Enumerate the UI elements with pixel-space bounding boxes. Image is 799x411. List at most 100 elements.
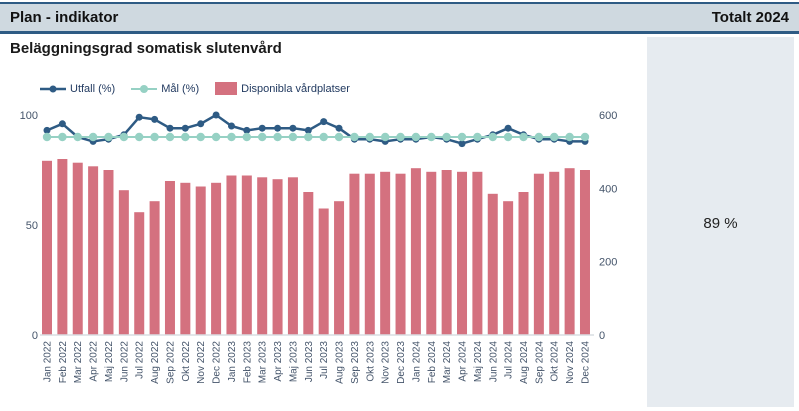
- x-label-Aug 2023: Aug 2023: [335, 341, 346, 384]
- point-Jul 2022: [135, 132, 144, 142]
- point-Jan 2023: [228, 122, 235, 130]
- x-label-Jan 2022: Jan 2022: [43, 341, 54, 383]
- point-Jun 2023: [304, 132, 313, 142]
- bar-Maj 2023: [287, 177, 298, 335]
- utfall-line-icon: [40, 84, 66, 94]
- x-label-Jan 2023: Jan 2023: [227, 341, 238, 383]
- x-label-Jan 2024: Jan 2024: [411, 341, 422, 383]
- bar-Jun 2022: [118, 190, 129, 335]
- bar-Dec 2022: [211, 182, 222, 335]
- bar-Jul 2024: [503, 201, 514, 335]
- bar-Maj 2024: [472, 171, 483, 335]
- point-Nov 2022: [197, 120, 205, 128]
- bar-Sep 2023: [349, 173, 360, 335]
- combo-chart[interactable]: 100 50 0 600 400 200 0 Jan 2022 Feb 2022 Mar 20…: [0, 75, 647, 411]
- x-label-Aug 2024: Aug 2024: [519, 341, 530, 384]
- x-label-Feb 2023: Feb 2023: [242, 341, 253, 384]
- point-Sep 2023: [350, 132, 359, 142]
- bar-Maj 2022: [103, 170, 114, 335]
- point-Dec 2023: [396, 132, 405, 142]
- legend-label-utfall: Utfall (%): [70, 82, 116, 95]
- point-Jul 2024: [504, 124, 512, 132]
- x-label-Jul 2024: Jul 2024: [504, 341, 515, 379]
- bar-Jun 2023: [303, 192, 314, 335]
- bar-Nov 2022: [195, 186, 206, 335]
- bar-Mar 2022: [72, 162, 83, 335]
- point-Jan 2022: [42, 132, 52, 142]
- legend-label-platser: Disponibla vårdplatser: [241, 82, 350, 95]
- header-bar: Plan - indikator Totalt 2024: [0, 4, 799, 34]
- x-label-Jul 2023: Jul 2023: [319, 341, 330, 379]
- bar-Feb 2024: [426, 171, 437, 335]
- point-Nov 2023: [381, 132, 390, 142]
- bar-Jan 2022: [42, 160, 52, 335]
- svg-text:100: 100: [20, 110, 38, 122]
- point-Okt 2024: [550, 132, 559, 142]
- point-Apr 2024: [457, 132, 467, 142]
- bar-swatch-icon: [215, 82, 238, 95]
- x-label-Sep 2023: Sep 2023: [350, 341, 361, 384]
- bar-Mar 2024: [441, 170, 452, 335]
- point-Dec 2024: [580, 132, 590, 142]
- bar-Jan 2023: [226, 175, 237, 335]
- x-label-Maj 2022: Maj 2022: [104, 341, 115, 383]
- mal-line-icon: [131, 84, 158, 94]
- point-Maj 2023: [289, 124, 297, 132]
- svg-text:600: 600: [599, 110, 617, 122]
- bar-Apr 2024: [457, 171, 468, 335]
- point-Apr 2023: [273, 132, 282, 142]
- x-label-Maj 2024: Maj 2024: [473, 341, 484, 383]
- point-Jun 2023: [304, 126, 312, 134]
- x-label-Mar 2022: Mar 2022: [73, 341, 84, 384]
- x-label-Feb 2024: Feb 2024: [427, 341, 438, 384]
- bar-Apr 2023: [272, 179, 283, 335]
- point-Feb 2024: [427, 132, 436, 142]
- bar-Feb 2023: [241, 175, 252, 335]
- bar-Jun 2024: [487, 193, 498, 335]
- point-Maj 2024: [473, 132, 482, 142]
- point-Aug 2023: [335, 124, 343, 132]
- x-label-Apr 2023: Apr 2023: [273, 341, 284, 382]
- x-label-Jun 2022: Jun 2022: [119, 341, 130, 383]
- legend-item-platser[interactable]: Disponibla vårdplatser: [215, 82, 350, 95]
- x-label-Jul 2022: Jul 2022: [135, 341, 146, 379]
- point-Mar 2023: [258, 124, 266, 132]
- x-label-Mar 2023: Mar 2023: [258, 341, 269, 384]
- svg-text:0: 0: [32, 330, 38, 342]
- legend-item-utfall[interactable]: Utfall (%): [40, 83, 115, 95]
- point-Mar 2024: [442, 132, 451, 142]
- x-label-Dec 2024: Dec 2024: [580, 341, 591, 384]
- x-label-Nov 2022: Nov 2022: [196, 341, 207, 384]
- x-label-Mar 2024: Mar 2024: [442, 341, 453, 384]
- point-Aug 2022: [151, 115, 159, 123]
- total-panel: 89 %: [647, 37, 794, 407]
- x-label-Maj 2023: Maj 2023: [288, 341, 299, 383]
- svg-text:50: 50: [26, 220, 38, 232]
- top-border: [0, 2, 799, 4]
- legend-item-mal[interactable]: Mål (%): [131, 83, 199, 95]
- point-Maj 2022: [104, 132, 113, 142]
- x-label-Jun 2024: Jun 2024: [488, 341, 499, 383]
- legend-label-mal: Mål (%): [161, 82, 200, 95]
- point-Nov 2024: [565, 132, 574, 142]
- bar-Okt 2022: [180, 182, 191, 335]
- point-Jan 2022: [43, 126, 51, 134]
- point-Maj 2023: [288, 132, 298, 142]
- bar-Okt 2023: [364, 173, 375, 335]
- x-axis-month-labels: Jan 2022 Feb 2022 Mar 2022 Apr 2022 Maj 2022…: [43, 341, 592, 384]
- point-Apr 2022: [88, 132, 98, 142]
- chart-legend: Utfall (%) Mål (%) Disponibla vårdplatse…: [40, 82, 350, 95]
- bar-Okt 2024: [549, 171, 560, 335]
- point-Jul 2023: [319, 132, 328, 142]
- header-total-column-label: Totalt 2024: [711, 9, 789, 26]
- point-Sep 2024: [534, 132, 544, 142]
- bar-Jan 2024: [410, 168, 421, 335]
- point-Okt 2022: [181, 124, 189, 132]
- bar-Aug 2023: [334, 201, 345, 335]
- point-Jun 2024: [488, 132, 497, 142]
- point-Nov 2022: [196, 132, 205, 142]
- x-label-Jun 2023: Jun 2023: [304, 341, 315, 383]
- point-Dec 2022: [212, 111, 220, 119]
- bar-Sep 2022: [164, 181, 175, 335]
- x-label-Sep 2024: Sep 2024: [534, 341, 545, 384]
